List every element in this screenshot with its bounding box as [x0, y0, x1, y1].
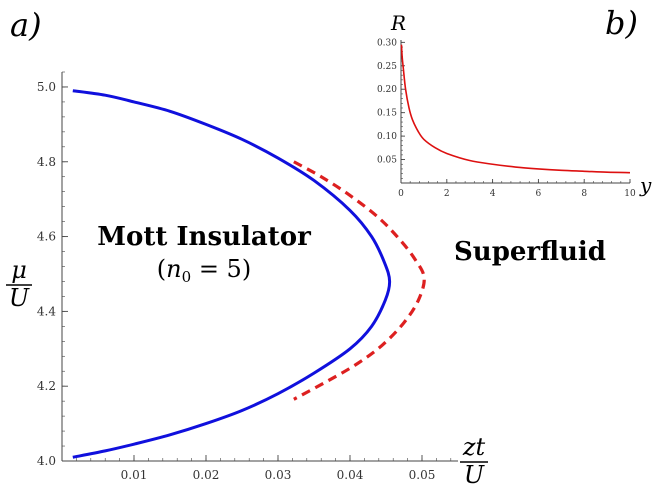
inset-x-tick-label: 2: [444, 189, 450, 199]
main-y-tick-label: 4.8: [37, 155, 56, 169]
inset-y-tick-label: 0.15: [377, 109, 397, 119]
main-phase-diagram: 0.01 0.02 0.03 0.04 0.05 4.0 4.2 4.4 4.6 4.8 5.0: [37, 71, 458, 482]
panel-label-b: b): [605, 4, 638, 42]
mott-insulator-label: Mott Insulator: [97, 222, 311, 252]
y-axis-label: μ U: [6, 256, 32, 312]
inset-y-tick-label: 0.25: [377, 62, 397, 72]
inset-solid-boundary-line: [400, 44, 631, 174]
inset-y-tick-label: 0.05: [377, 156, 397, 166]
inset-x-tick-label: 8: [581, 189, 587, 199]
inset-y-axis-label: R: [390, 11, 406, 35]
main-y-tick-label: 4.6: [37, 230, 56, 244]
panel-label-a: a): [10, 6, 42, 44]
inset-x-tick-label: 6: [536, 189, 542, 199]
inset-y-tick-label: 0.10: [377, 132, 397, 142]
x-axis-label-numerator: zt: [462, 433, 486, 461]
main-x-tick-label: 0.04: [337, 468, 364, 482]
main-series: [72, 89, 426, 459]
main-x-tick-label: 0.05: [409, 468, 436, 482]
inset-y-tick-label: 0.30: [377, 38, 397, 48]
mott-filling-label: (n0 = 5): [157, 255, 251, 286]
mott-filling-open: (: [157, 255, 166, 283]
main-x-tick-label: 0.01: [121, 468, 148, 482]
superfluid-label: Superfluid: [454, 237, 606, 267]
inset-chart: 0 2 4 6 8 10 0.05 0.10 0.15 0.20 0.25 0.30: [377, 38, 636, 199]
main-y-tick-label: 4.4: [37, 304, 56, 318]
inset-y-tick-label: 0.20: [377, 85, 397, 95]
main-dashed-boundary-line: [293, 160, 426, 401]
main-y-tick-label: 4.2: [37, 379, 56, 393]
main-axes: 0.01 0.02 0.03 0.04 0.05 4.0 4.2 4.4 4.6 4.8 5.0: [37, 71, 458, 482]
main-y-tick-label: 5.0: [37, 80, 56, 94]
inset-axes: 0 2 4 6 8 10 0.05 0.10 0.15 0.20 0.25 0.30: [377, 38, 636, 199]
y-axis-label-numerator: μ: [11, 256, 27, 284]
main-x-tick-label: 0.03: [265, 468, 292, 482]
inset-x-tick-label: 0: [398, 189, 404, 199]
main-y-tick-label: 4.0: [37, 454, 56, 468]
inset-x-tick-label: 10: [624, 189, 636, 199]
inset-x-axis-label: y: [639, 173, 652, 197]
mott-filling-subscript: 0: [182, 268, 192, 286]
main-solid-boundary-line: [72, 89, 392, 459]
mott-filling-rest: = 5): [191, 255, 251, 283]
x-axis-label: zt U: [460, 433, 488, 487]
y-axis-label-denominator: U: [9, 284, 30, 312]
inset-series: [400, 44, 631, 174]
x-axis-label-denominator: U: [464, 461, 485, 487]
main-x-tick-label: 0.02: [193, 468, 220, 482]
mott-filling-n: n: [166, 255, 181, 283]
inset-x-tick-label: 4: [490, 189, 496, 199]
